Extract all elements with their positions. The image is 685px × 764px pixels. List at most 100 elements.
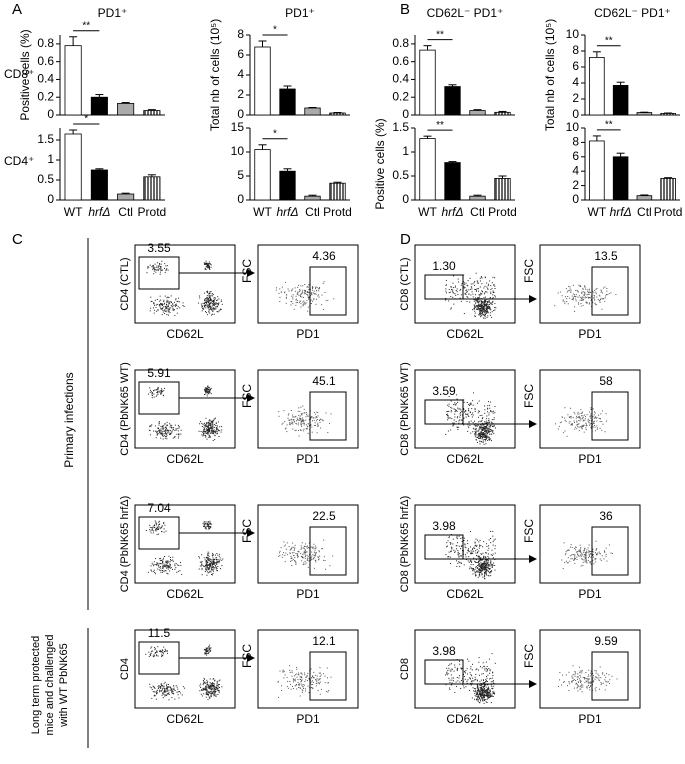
annotation: *: [273, 25, 277, 36]
y-tick-label: 0: [572, 192, 579, 206]
gate-value: 4.36: [312, 249, 336, 263]
chart-title: CD62L⁻ PD1⁺: [427, 6, 504, 20]
panel-letter: C: [12, 231, 23, 248]
y-axis-label: CD8 (PbNK65 hrfΔ): [399, 496, 411, 593]
bar: [144, 177, 160, 200]
y-axis-label: Positive cells (%): [373, 118, 387, 209]
x-axis-label: CD62L: [446, 587, 484, 601]
x-tick-label: Ctl: [470, 205, 485, 219]
y-axis-label: FSC: [522, 259, 536, 283]
y-tick-label: 0.6: [392, 54, 409, 68]
y-axis-label: CD4: [119, 658, 131, 680]
x-axis-label: PD1: [296, 327, 320, 341]
dot-cloud: [146, 261, 222, 316]
y-axis-label: CD4 (CTL): [119, 257, 131, 310]
x-axis-label: CD62L: [166, 587, 204, 601]
y-tick-label: 5: [237, 168, 244, 182]
dot-cloud: [278, 665, 332, 698]
group-label: with WT PbNK65: [58, 643, 70, 728]
x-axis-label: CD62L: [446, 452, 484, 466]
y-tick-label: 1: [402, 144, 409, 158]
y-tick-label: 2: [572, 178, 579, 192]
x-tick-label: Ctl: [637, 205, 652, 219]
bar: [330, 113, 346, 115]
gate-value: 1.30: [432, 259, 456, 273]
y-tick-label: 15: [231, 120, 245, 134]
x-tick-label: WT: [418, 205, 437, 219]
y-axis-label: FSC: [522, 644, 536, 668]
y-tick-label: 0.5: [37, 172, 54, 186]
bar: [470, 196, 486, 200]
dot-plot-frame: [258, 630, 358, 708]
x-tick-label: Ctl: [118, 205, 133, 219]
y-axis-label: CD8 (CTL): [399, 257, 411, 310]
dot-plot-frame: [415, 245, 515, 323]
chart-title: CD62L⁻ PD1⁺: [594, 6, 671, 20]
gate-value: 22.5: [312, 509, 336, 523]
y-tick-label: 0.8: [37, 36, 54, 50]
dot-cloud: [445, 653, 496, 704]
panel-letter: B: [400, 1, 410, 18]
x-tick-label: Protd: [488, 205, 517, 219]
x-axis-label: CD62L: [166, 452, 204, 466]
x-axis-label: PD1: [296, 452, 320, 466]
bar: [420, 139, 436, 200]
panel-letter: A: [12, 1, 22, 18]
dot-plot-frame: [415, 370, 515, 448]
x-tick-label: Protd: [323, 205, 352, 219]
y-axis-label: Total nb of cells (10⁵): [543, 19, 557, 131]
y-tick-label: 1: [47, 152, 54, 166]
bar: [91, 97, 107, 115]
y-tick-label: 6: [237, 47, 244, 61]
gate: [592, 527, 628, 575]
y-tick-label: 0: [47, 192, 54, 206]
x-tick-label: Ctl: [305, 205, 320, 219]
gate-value: 12.1: [312, 634, 336, 648]
y-tick-label: 2: [572, 91, 579, 105]
bar: [613, 157, 628, 200]
bar: [445, 87, 461, 115]
row-label: CD4⁺: [4, 154, 34, 168]
dot-plot-frame: [540, 245, 640, 323]
dot-cloud: [278, 406, 331, 437]
gate: [592, 392, 628, 440]
gate: [310, 267, 346, 315]
annotation: *: [84, 114, 88, 125]
group-label: Primary infections: [62, 372, 76, 467]
gate-value: 3.55: [147, 241, 171, 255]
gate-value: 45.1: [312, 374, 336, 388]
y-tick-label: 0.6: [37, 54, 54, 68]
bar: [661, 113, 676, 115]
y-tick-label: 0.2: [37, 89, 54, 103]
y-axis-label: FSC: [240, 644, 254, 668]
dot-plot-frame: [258, 505, 358, 583]
bar: [65, 134, 81, 200]
annotation: **: [82, 20, 90, 31]
bar: [495, 112, 511, 115]
y-axis-label: FSC: [522, 384, 536, 408]
x-tick-label: Protd: [654, 205, 683, 219]
dot-plot-frame: [258, 370, 358, 448]
y-axis-label: CD8: [399, 658, 411, 680]
bar: [661, 178, 676, 200]
bar: [91, 170, 107, 200]
y-tick-label: 0.5: [392, 168, 409, 182]
dot-cloud: [146, 520, 223, 575]
gate-value: 3.98: [432, 644, 456, 658]
x-axis-label: PD1: [578, 587, 602, 601]
y-axis-label: Total nb of cells (10⁵): [208, 19, 222, 131]
gate-value: 3.98: [432, 519, 456, 533]
dot-plot-frame: [540, 370, 640, 448]
bar: [590, 141, 605, 200]
gate: [139, 642, 179, 674]
dot-cloud: [148, 385, 222, 441]
y-tick-label: 0: [237, 107, 244, 121]
y-tick-label: 2: [237, 87, 244, 101]
x-tick-label: hrfΔ: [276, 205, 298, 219]
y-tick-label: 1.5: [37, 132, 54, 146]
x-axis-label: PD1: [296, 587, 320, 601]
x-axis-label: PD1: [578, 327, 602, 341]
bar: [637, 113, 652, 115]
y-tick-label: 1.5: [392, 120, 409, 134]
